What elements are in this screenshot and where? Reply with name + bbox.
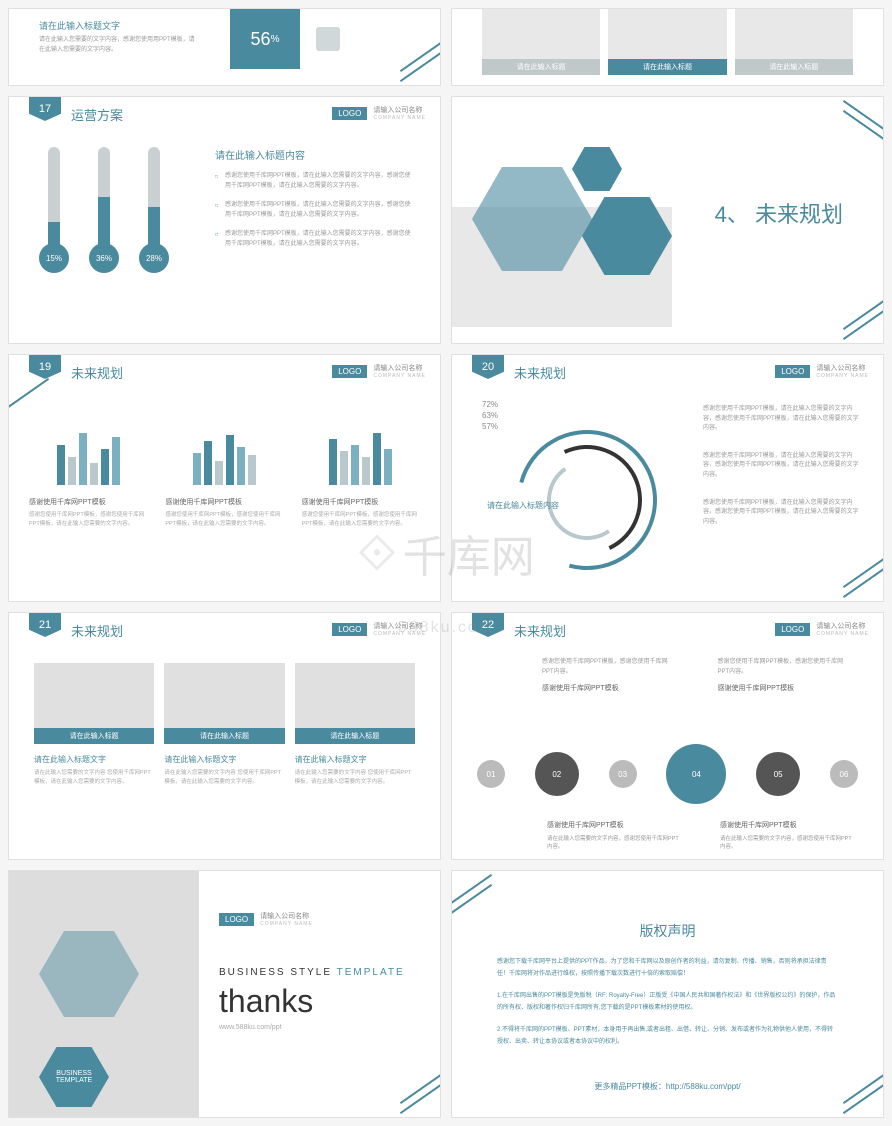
chart-label: 感谢使用千库网PPT模板 xyxy=(165,497,283,507)
slide-17: 17 运营方案 LOGO 请输入公司名称COMPANY NAME 15% 36%… xyxy=(8,96,441,344)
arc-label: 请在此输入标题内容 xyxy=(487,500,559,511)
copyright-text: 感谢您下载千库网平台上提供的PPT作品，为了您和千库网以及原创作者的利益，请勿复… xyxy=(497,956,838,980)
more-link: 更多精品PPT模板：http://588ku.com/ppt/ xyxy=(452,1081,883,1092)
text-heading: 感谢使用千库网PPT模板 xyxy=(547,821,680,832)
logo-area: LOGO 请输入公司名称COMPANY NAME xyxy=(332,105,426,121)
slide-22: 22 未来规划 LOGO 请输入公司名称COMPANY NAME 感谢您使用千库… xyxy=(451,612,884,860)
col-title: 请在此输入标题文字 xyxy=(34,754,154,765)
slide-number: 20 xyxy=(472,355,504,379)
profile-icon xyxy=(316,27,340,51)
image-placeholder xyxy=(735,9,853,59)
slide-16: 请在此输入标题 请在此输入标题 请在此输入标题 xyxy=(451,8,884,86)
s15-text: 请在此输入您需要的文字内容，感谢您使用用PPT模板，请在此输入您需要的文字内容。 xyxy=(39,36,199,55)
image-caption: 请在此输入标题 xyxy=(164,728,284,744)
image-caption: 请在此输入标题 xyxy=(34,728,154,744)
logo-area: LOGO 请输入公司名称COMPANY NAME xyxy=(332,621,426,637)
diag-decoration xyxy=(400,1078,441,1114)
bullet-item: 感谢您使用千库网PPT模板，请在此输入您需要的文字内容，感谢您使用千库网PPT模… xyxy=(215,201,415,220)
slide-title: 未来规划 xyxy=(71,363,123,382)
image-placeholder xyxy=(482,9,600,59)
chart-desc: 感谢您使用千库网PPT模板，感谢您使用千库网PPT模板，请在此输入您需要的文字内… xyxy=(165,511,283,529)
text-item: 感谢您使用千库网PPT模板，感谢您使用千库网PPT内容。 xyxy=(542,658,678,677)
text-item: 感谢您使用千库网PPT模板，请在此输入您需要的文字内容，感谢您使用千库网PPT模… xyxy=(703,499,863,528)
diag-decoration xyxy=(843,304,884,340)
image-placeholder xyxy=(608,9,726,59)
logo-area: LOGO 请输入公司名称COMPANY NAME xyxy=(332,363,426,379)
thanks-title: thanks xyxy=(219,983,420,1020)
text-item: 请在此输入您需要的文字内容，感谢您使用千库网PPT内容。 xyxy=(720,835,853,852)
section-title: 4、 未来规划 xyxy=(715,197,843,229)
text-item: 感谢您使用千库网PPT模板，请在此输入您需要的文字内容，感谢您使用千库网PPT模… xyxy=(703,405,863,434)
col-desc: 请在此输入您需要的文字内容 您使用千库网PPT模板，请在此输入您需要的文字内容。 xyxy=(295,769,415,788)
copyright-text: 1.在千库网出售的PPT模板是免版税（RF: Royalty-Free）正版受《… xyxy=(497,990,838,1014)
slide-19: 19 未来规划 LOGO 请输入公司名称COMPANY NAME 感谢使用千库网… xyxy=(8,354,441,602)
content-heading: 请在此输入标题内容 xyxy=(215,147,415,162)
text-heading: 感谢使用千库网PPT模板 xyxy=(720,821,853,832)
diag-decoration xyxy=(843,100,884,136)
slide-number: 21 xyxy=(29,613,61,637)
diag-decoration xyxy=(451,874,492,910)
image-caption: 请在此输入标题 xyxy=(735,59,853,75)
copyright-text: 2.不得将千库网的PPT模板、PPT素材，本身用于再出售,或者出租、出借、转让、… xyxy=(497,1024,838,1048)
image-caption: 请在此输入标题 xyxy=(295,728,415,744)
bullet-item: 感谢您使用千库网PPT模板，请在此输入您需要的文字内容，感谢您使用千库网PPT模… xyxy=(215,172,415,191)
slide-number: 22 xyxy=(472,613,504,637)
slide-title: 运营方案 xyxy=(71,105,123,124)
col-title: 请在此输入标题文字 xyxy=(295,754,415,765)
diag-decoration xyxy=(400,46,441,82)
text-heading: 感谢使用千库网PPT模板 xyxy=(718,683,854,694)
logo-area: LOGO 请输入公司名称COMPANY NAME xyxy=(775,621,869,637)
slide-title: 未来规划 xyxy=(71,621,123,640)
col-desc: 请在此输入您需要的文字内容 您使用千库网PPT模板，请在此输入您需要的文字内容。 xyxy=(164,769,284,788)
image-placeholder xyxy=(295,663,415,728)
slide-title: 未来规划 xyxy=(514,621,566,640)
chart-label: 感谢使用千库网PPT模板 xyxy=(29,497,147,507)
text-item: 请在此输入您需要的文字内容，感谢您使用千库网PPT内容。 xyxy=(547,835,680,852)
slide-18: 4、 未来规划 xyxy=(451,96,884,344)
chart-desc: 感谢您使用千库网PPT模板，感谢您使用千库网PPT模板，请在此输入您需要的文字内… xyxy=(29,511,147,529)
chart-desc: 感谢您使用千库网PPT模板，感谢您使用千库网PPT模板，请在此输入您需要的文字内… xyxy=(302,511,420,529)
slide-21: 21 未来规划 LOGO 请输入公司名称COMPANY NAME 请在此输入标题… xyxy=(8,612,441,860)
subtitle: BUSINESS STYLE TEMPLATE xyxy=(219,967,420,978)
s15-percent: 56% xyxy=(230,9,300,69)
url-text: www.588ku.com/ppt xyxy=(219,1024,420,1031)
copyright-title: 版权声明 xyxy=(452,921,883,941)
image-caption: 请在此输入标题 xyxy=(482,59,600,75)
image-placeholder xyxy=(34,663,154,728)
slide-20: 20 未来规划 LOGO 请输入公司名称COMPANY NAME 72%63%5… xyxy=(451,354,884,602)
logo-area: LOGO 请输入公司名称COMPANY NAME xyxy=(219,911,420,927)
arc-percentages: 72%63%57% xyxy=(482,400,498,433)
logo-area: LOGO 请输入公司名称COMPANY NAME xyxy=(775,363,869,379)
slide-number: 19 xyxy=(29,355,61,379)
text-item: 感谢您使用千库网PPT模板，感谢您使用千库网PPT内容。 xyxy=(718,658,854,677)
slide-number: 17 xyxy=(29,97,61,121)
slide-24: 版权声明 感谢您下载千库网平台上提供的PPT作品，为了您和千库网以及原创作者的利… xyxy=(451,870,884,1118)
image-caption: 请在此输入标题 xyxy=(608,59,726,75)
circle-chart: 01 02 03 04 05 06 xyxy=(477,744,858,804)
slide-title: 未来规划 xyxy=(514,363,566,382)
bullet-item: 感谢您使用千库网PPT模板，请在此输入您需要的文字内容，感谢您使用千库网PPT模… xyxy=(215,230,415,249)
col-desc: 请在此输入您需要的文字内容 您使用千库网PPT模板，请在此输入您需要的文字内容。 xyxy=(34,769,154,788)
slide-15: 请在此输入标题文字 请在此输入您需要的文字内容，感谢您使用用PPT模板，请在此输… xyxy=(8,8,441,86)
image-placeholder xyxy=(164,663,284,728)
col-title: 请在此输入标题文字 xyxy=(164,754,284,765)
s15-title: 请在此输入标题文字 xyxy=(39,19,199,32)
text-item: 感谢您使用千库网PPT模板，请在此输入您需要的文字内容，感谢您使用千库网PPT模… xyxy=(703,452,863,481)
thermometer-chart: 15% 36% 28% xyxy=(39,147,169,273)
text-heading: 感谢使用千库网PPT模板 xyxy=(542,683,678,694)
slide-23: BUSINESSTEMPLATE LOGO 请输入公司名称COMPANY NAM… xyxy=(8,870,441,1118)
chart-label: 感谢使用千库网PPT模板 xyxy=(302,497,420,507)
bar-chart: 感谢使用千库网PPT模板 感谢您使用千库网PPT模板，感谢您使用千库网PPT模板… xyxy=(29,405,420,529)
diag-decoration xyxy=(843,562,884,598)
